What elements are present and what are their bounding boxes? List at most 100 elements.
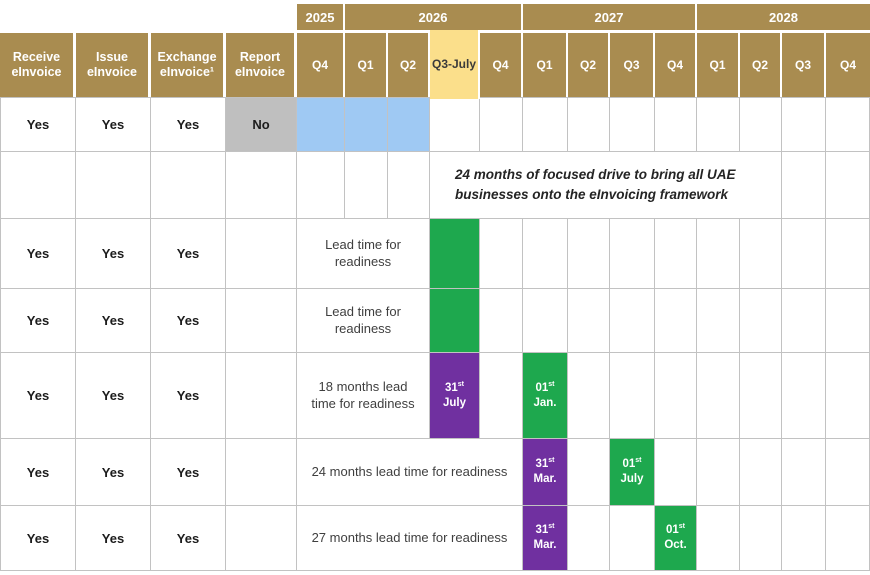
milestone-month: Oct. bbox=[664, 539, 687, 551]
empty-cell bbox=[345, 152, 388, 219]
empty-cell bbox=[826, 439, 870, 506]
milestone-ordinal: st bbox=[457, 380, 465, 388]
empty-cell bbox=[740, 289, 782, 353]
quarter-header-2026-q4: Q4 bbox=[480, 30, 523, 97]
empty-cell bbox=[826, 219, 870, 289]
milestone-day: 01 bbox=[622, 458, 636, 471]
empty-cell bbox=[826, 353, 870, 439]
empty-cell bbox=[610, 97, 655, 152]
receive-value: Yes bbox=[0, 439, 76, 506]
empty-cell bbox=[568, 353, 610, 439]
empty-cell bbox=[740, 506, 782, 571]
lead-time-label: Lead time for readiness bbox=[297, 219, 430, 289]
empty-cell bbox=[826, 152, 870, 219]
header-receive-einvoice: Receive eInvoice bbox=[0, 30, 76, 97]
milestone-ordinal: st bbox=[548, 457, 555, 465]
milestone-month: July bbox=[442, 396, 466, 409]
empty-cell bbox=[226, 439, 297, 506]
milestone-day: 31 bbox=[535, 458, 549, 471]
report-value-no: No bbox=[226, 97, 297, 152]
header-report-einvoice: Report eInvoice bbox=[226, 30, 297, 97]
empty-cell bbox=[740, 219, 782, 289]
lead-time-label: 18 months lead time for readiness bbox=[297, 353, 430, 439]
empty-cell bbox=[655, 439, 697, 506]
empty-cell bbox=[610, 506, 655, 571]
empty-cell bbox=[740, 353, 782, 439]
exchange-value: Yes bbox=[151, 219, 226, 289]
receive-value: Yes bbox=[0, 506, 76, 571]
receive-value: Yes bbox=[0, 97, 76, 152]
lead-time-label: 24 months lead time for readiness bbox=[297, 439, 523, 506]
header-issue-einvoice: Issue eInvoice bbox=[76, 30, 151, 97]
empty-cell bbox=[226, 353, 297, 439]
empty-cell bbox=[826, 289, 870, 353]
milestone-day: 31 bbox=[444, 381, 458, 394]
quarter-header-2026-q3-july-highlight: Q3-July bbox=[430, 30, 480, 99]
empty-cell bbox=[523, 289, 568, 353]
issue-value: Yes bbox=[76, 219, 151, 289]
milestone-day: 01 bbox=[665, 524, 679, 537]
year-2027: 2027 bbox=[523, 4, 697, 30]
milestone-month: Mar. bbox=[533, 539, 557, 551]
empty-cell bbox=[568, 439, 610, 506]
empty-cell bbox=[151, 152, 226, 219]
exchange-value: Yes bbox=[151, 506, 226, 571]
empty-cell bbox=[655, 97, 697, 152]
quarter-header-2027-q4: Q4 bbox=[655, 30, 697, 97]
empty-cell bbox=[782, 506, 826, 571]
quarter-header-2027-q3: Q3 bbox=[610, 30, 655, 97]
quarter-header-2025-q4: Q4 bbox=[297, 30, 345, 97]
lead-time-label: 27 months lead time for readiness bbox=[297, 506, 523, 571]
empty-cell bbox=[568, 219, 610, 289]
empty-cell bbox=[568, 97, 610, 152]
empty-cell bbox=[226, 506, 297, 571]
empty-cell bbox=[430, 97, 480, 152]
golive-milestone: 01st Oct. bbox=[655, 506, 697, 571]
empty-cell bbox=[568, 506, 610, 571]
milestone-month: July bbox=[620, 473, 644, 485]
empty-cell bbox=[697, 97, 740, 152]
empty-cell bbox=[568, 289, 610, 353]
empty-cell bbox=[610, 353, 655, 439]
empty-cell bbox=[826, 97, 870, 152]
empty-cell bbox=[388, 152, 430, 219]
drive-note: 24 months of focused drive to bring all … bbox=[430, 152, 782, 219]
empty-cell bbox=[297, 152, 345, 219]
blue-window-cell bbox=[388, 97, 430, 152]
blue-window-cell bbox=[297, 97, 345, 152]
empty-cell bbox=[740, 439, 782, 506]
empty-cell bbox=[480, 353, 523, 439]
quarter-header-2028-q4: Q4 bbox=[826, 30, 870, 97]
milestone-day: 31 bbox=[535, 524, 549, 537]
empty-cell bbox=[740, 97, 782, 152]
milestone-day: 01 bbox=[535, 381, 549, 394]
quarter-header-2028-q1: Q1 bbox=[697, 30, 740, 97]
exchange-value: Yes bbox=[151, 439, 226, 506]
empty-cell bbox=[655, 219, 697, 289]
empty-cell bbox=[697, 289, 740, 353]
empty-cell bbox=[480, 219, 523, 289]
deadline-milestone: 31st July bbox=[430, 353, 480, 439]
header-exchange-einvoice: Exchange eInvoice¹ bbox=[151, 30, 226, 97]
empty-cell bbox=[0, 152, 76, 219]
quarter-header-2028-q3: Q3 bbox=[782, 30, 826, 97]
deadline-milestone: 31st Mar. bbox=[523, 506, 568, 571]
empty-cell bbox=[226, 152, 297, 219]
lead-time-label: Lead time for readiness bbox=[297, 289, 430, 353]
quarter-header-2026-q1: Q1 bbox=[345, 30, 388, 97]
milestone-month: Jan. bbox=[533, 396, 557, 409]
issue-value: Yes bbox=[76, 289, 151, 353]
golive-milestone: 01st July bbox=[610, 439, 655, 506]
empty-cell bbox=[782, 219, 826, 289]
readiness-bar bbox=[430, 289, 480, 353]
empty-cell bbox=[782, 289, 826, 353]
empty-cell bbox=[782, 97, 826, 152]
readiness-bar bbox=[430, 219, 480, 289]
empty-cell bbox=[610, 219, 655, 289]
empty-cell bbox=[782, 152, 826, 219]
empty-cell bbox=[697, 506, 740, 571]
empty-cell bbox=[697, 353, 740, 439]
exchange-value: Yes bbox=[151, 289, 226, 353]
milestone-ordinal: st bbox=[678, 523, 686, 531]
